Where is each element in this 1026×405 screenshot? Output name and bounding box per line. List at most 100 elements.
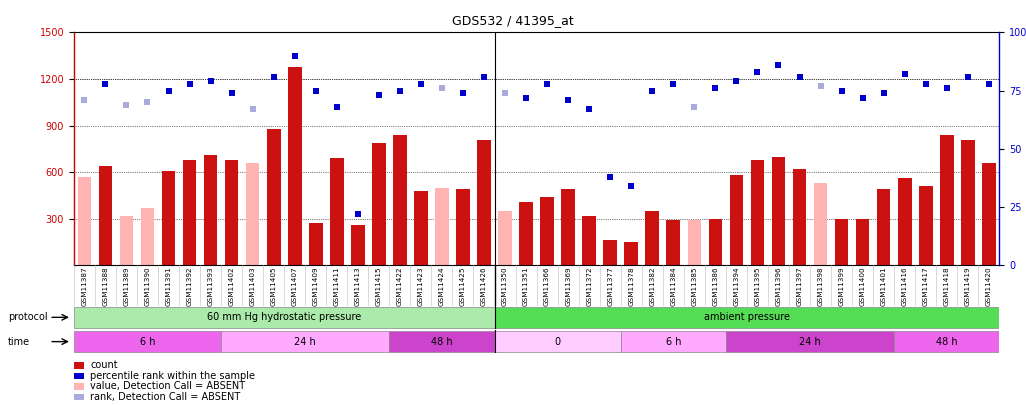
Bar [940,135,953,265]
Text: GSM11394: GSM11394 [734,266,740,306]
Text: 48 h: 48 h [936,337,957,347]
Text: value, Detection Call = ABSENT: value, Detection Call = ABSENT [90,382,245,391]
Bar [519,202,532,265]
Text: GSM11351: GSM11351 [523,266,529,306]
Point [497,90,513,96]
Bar [729,175,743,265]
Text: GSM11415: GSM11415 [376,266,382,306]
Text: GSM11422: GSM11422 [397,266,403,306]
Bar [372,143,386,265]
Text: GSM11395: GSM11395 [754,266,760,306]
Point [917,81,934,87]
Bar [541,197,554,265]
Text: GSM11411: GSM11411 [333,266,340,306]
Bar [814,183,827,265]
Text: GDS532 / 41395_at: GDS532 / 41395_at [452,14,574,27]
Text: GSM11420: GSM11420 [986,266,992,306]
Bar [415,191,428,265]
Point [791,73,807,80]
Point [244,106,261,113]
Bar [982,163,995,265]
Text: 6 h: 6 h [666,337,681,347]
Text: GSM11400: GSM11400 [860,266,866,306]
Point [813,83,829,89]
Point [118,101,134,108]
Bar [835,219,849,265]
Text: 0: 0 [555,337,560,347]
Text: GSM11398: GSM11398 [818,266,824,306]
Text: GSM11350: GSM11350 [502,266,508,306]
Bar [309,224,322,265]
Point [455,90,471,96]
Point [160,87,176,94]
Point [833,87,850,94]
Point [560,97,577,103]
Bar [222,331,390,352]
Point [581,106,597,113]
Point [518,94,535,101]
Bar [961,140,975,265]
Text: GSM11387: GSM11387 [81,266,87,306]
Bar [751,160,764,265]
Point [644,87,661,94]
Bar [330,158,344,265]
Bar [288,66,302,265]
Text: GSM11366: GSM11366 [544,266,550,306]
Text: GSM11391: GSM11391 [165,266,171,306]
Text: GSM11388: GSM11388 [103,266,109,306]
Bar [120,215,133,265]
Bar [477,140,490,265]
Bar [919,186,933,265]
Bar [621,331,725,352]
Point [266,73,282,80]
Text: GSM11390: GSM11390 [145,266,151,306]
Point [959,73,976,80]
Text: time: time [8,337,31,347]
Bar [78,177,91,265]
Point [981,81,997,87]
Bar [389,331,495,352]
Point [412,81,429,87]
Bar [162,171,175,265]
Text: GSM11413: GSM11413 [355,266,361,306]
Text: GSM11372: GSM11372 [586,266,592,306]
Bar [625,242,638,265]
Text: GSM11397: GSM11397 [796,266,802,306]
Text: GSM11393: GSM11393 [207,266,213,306]
Point [665,81,681,87]
Text: GSM11396: GSM11396 [776,266,782,306]
Point [350,211,366,217]
Bar [141,208,154,265]
Text: rank, Detection Call = ABSENT: rank, Detection Call = ABSENT [90,392,240,402]
Text: GSM11402: GSM11402 [229,266,235,306]
Point [97,81,114,87]
Point [897,71,913,78]
Text: GSM11409: GSM11409 [313,266,319,306]
Point [392,87,408,94]
Bar [877,189,891,265]
Bar [457,189,470,265]
Text: GSM11369: GSM11369 [565,266,571,306]
Text: GSM11423: GSM11423 [418,266,424,306]
Text: GSM11424: GSM11424 [439,266,445,306]
Bar [561,189,575,265]
Text: GSM11403: GSM11403 [249,266,255,306]
Point [707,85,723,92]
Bar [351,225,364,265]
Bar [895,331,999,352]
Point [749,69,765,75]
Text: GSM11418: GSM11418 [944,266,950,306]
Text: GSM11382: GSM11382 [649,266,656,306]
Point [182,81,198,87]
Bar [495,307,999,328]
Bar [225,160,238,265]
Text: GSM11401: GSM11401 [880,266,886,306]
Text: GSM11426: GSM11426 [481,266,487,306]
Bar [499,211,512,265]
Bar [709,219,722,265]
Point [875,90,892,96]
Point [602,174,619,180]
Text: 60 mm Hg hydrostatic pressure: 60 mm Hg hydrostatic pressure [207,312,361,322]
Point [76,97,92,103]
Text: GSM11386: GSM11386 [712,266,718,306]
